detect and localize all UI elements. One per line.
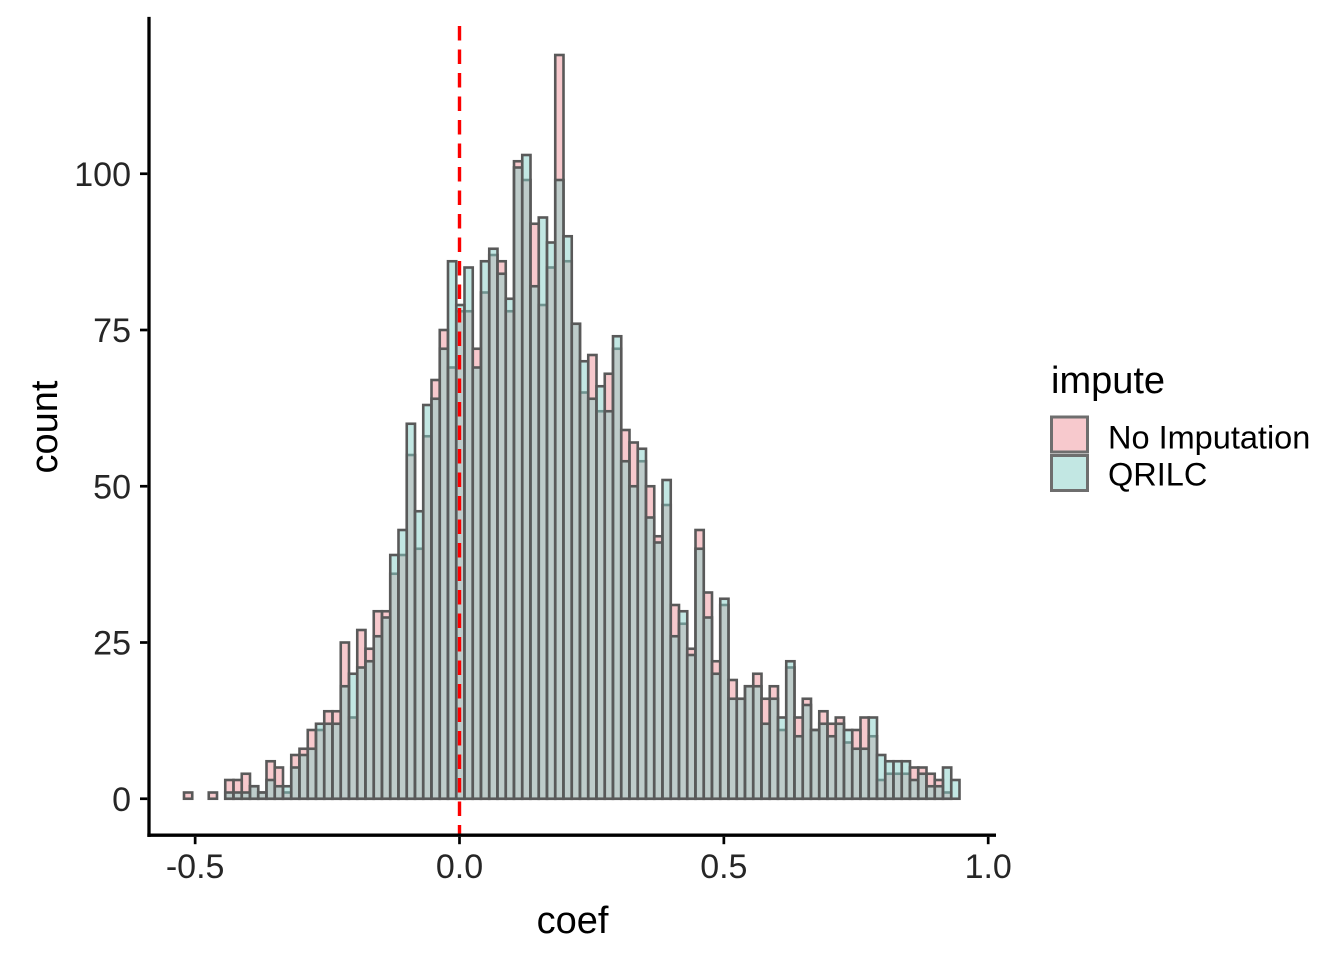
- svg-text:100: 100: [74, 156, 131, 194]
- svg-text:0.0: 0.0: [436, 848, 483, 886]
- svg-text:coef: coef: [537, 900, 609, 942]
- svg-text:count: count: [24, 380, 66, 473]
- svg-text:QRILC: QRILC: [1108, 457, 1207, 493]
- svg-text:impute: impute: [1051, 360, 1165, 402]
- svg-text:0.5: 0.5: [700, 848, 747, 886]
- svg-text:1.0: 1.0: [965, 848, 1012, 886]
- svg-text:-0.5: -0.5: [166, 848, 225, 886]
- svg-text:0: 0: [112, 781, 131, 819]
- svg-text:25: 25: [93, 625, 131, 663]
- svg-text:75: 75: [93, 312, 131, 350]
- svg-text:No Imputation: No Imputation: [1108, 420, 1310, 456]
- svg-text:50: 50: [93, 468, 131, 506]
